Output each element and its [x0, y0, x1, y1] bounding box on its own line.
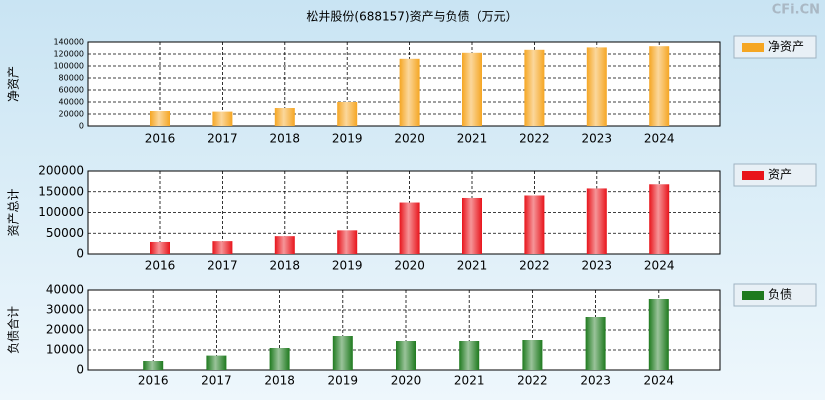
bar — [332, 336, 353, 370]
x-tick-label: 2019 — [332, 132, 363, 146]
x-tick-label: 2018 — [270, 259, 301, 273]
legend-box — [733, 283, 817, 307]
x-tick-label: 2022 — [519, 259, 550, 273]
x-tick-label: 2020 — [394, 259, 425, 273]
x-tick-label: 2021 — [454, 374, 485, 388]
x-tick-label: 2018 — [270, 132, 301, 146]
bar — [206, 355, 227, 370]
bar — [399, 202, 420, 254]
bar — [337, 230, 358, 254]
legend-swatch — [742, 43, 764, 52]
x-tick-label: 2017 — [201, 374, 232, 388]
y-axis-label: 负债合计 — [6, 306, 21, 354]
legend-swatch — [742, 171, 764, 180]
bar — [649, 46, 670, 127]
bar — [459, 341, 480, 370]
bar — [399, 58, 420, 126]
x-tick-label: 2024 — [644, 132, 675, 146]
bar — [274, 236, 295, 254]
y-tick-label: 20000 — [59, 110, 84, 119]
y-tick-label: 100000 — [38, 205, 84, 219]
y-tick-label: 0 — [76, 363, 84, 377]
x-tick-label: 2024 — [644, 374, 675, 388]
x-tick-label: 2021 — [457, 259, 488, 273]
bar — [524, 49, 545, 126]
y-axis-label: 资产总计 — [7, 188, 21, 236]
x-tick-label: 2020 — [391, 374, 422, 388]
y-tick-label: 60000 — [59, 86, 84, 95]
legend-label: 资产 — [768, 168, 792, 182]
x-tick-label: 2020 — [394, 132, 425, 146]
bar — [522, 340, 543, 370]
x-tick-label: 2022 — [519, 132, 550, 146]
x-tick-label: 2016 — [145, 259, 176, 273]
bar — [337, 102, 358, 126]
bar — [143, 361, 164, 370]
bar — [150, 241, 170, 254]
x-tick-label: 2023 — [582, 132, 613, 146]
legend-swatch — [742, 291, 764, 300]
legend-box — [733, 163, 817, 187]
bar — [524, 195, 545, 254]
bar — [586, 188, 607, 254]
y-tick-label: 100000 — [53, 62, 84, 71]
y-tick-label: 0 — [76, 247, 84, 261]
legend-box — [733, 35, 817, 59]
bar — [462, 52, 482, 126]
x-tick-label: 2022 — [517, 374, 548, 388]
legend-label: 净资产 — [768, 40, 804, 54]
x-tick-label: 2017 — [207, 132, 238, 146]
x-tick-label: 2024 — [644, 259, 675, 273]
y-tick-label: 120000 — [53, 50, 84, 59]
y-tick-label: 150000 — [38, 184, 84, 198]
y-tick-label: 0 — [79, 122, 84, 131]
y-tick-label: 40000 — [59, 98, 84, 107]
x-tick-label: 2016 — [138, 374, 169, 388]
x-tick-label: 2016 — [145, 132, 176, 146]
x-tick-label: 2017 — [207, 259, 238, 273]
y-tick-label: 50000 — [46, 226, 84, 240]
y-tick-label: 140000 — [53, 38, 84, 47]
y-tick-label: 80000 — [59, 74, 84, 83]
watermark: CFi.CN — [772, 3, 820, 18]
bar — [648, 299, 669, 370]
x-tick-label: 2021 — [457, 132, 488, 146]
bar — [462, 197, 482, 254]
bar — [212, 241, 233, 254]
x-tick-label: 2018 — [264, 374, 295, 388]
y-tick-label: 10000 — [46, 343, 84, 357]
x-tick-label: 2019 — [328, 374, 359, 388]
bar — [586, 47, 607, 126]
y-tick-label: 40000 — [46, 283, 84, 297]
bar — [396, 341, 416, 370]
page-title: 松井股份(688157)资产与负债（万元） — [306, 10, 517, 24]
y-tick-label: 200000 — [38, 164, 84, 178]
bar — [585, 317, 606, 370]
x-tick-label: 2023 — [580, 374, 611, 388]
bar — [274, 108, 295, 126]
bar — [269, 348, 290, 370]
bar — [150, 111, 170, 126]
y-tick-label: 20000 — [46, 323, 84, 337]
x-tick-label: 2023 — [582, 259, 613, 273]
y-tick-label: 30000 — [46, 303, 84, 317]
y-axis-label: 净资产 — [7, 66, 21, 102]
bar — [212, 111, 233, 126]
legend-label: 负债 — [768, 288, 792, 302]
x-tick-label: 2019 — [332, 259, 363, 273]
bar — [649, 184, 670, 254]
